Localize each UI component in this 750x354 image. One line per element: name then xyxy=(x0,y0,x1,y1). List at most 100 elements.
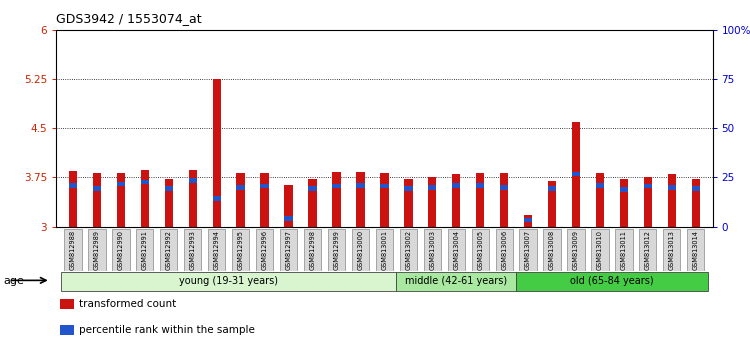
Text: GSM812995: GSM812995 xyxy=(238,230,244,270)
FancyBboxPatch shape xyxy=(64,229,82,271)
Bar xyxy=(692,186,700,191)
Bar xyxy=(260,184,268,188)
FancyBboxPatch shape xyxy=(516,272,708,291)
Bar xyxy=(284,185,292,227)
FancyBboxPatch shape xyxy=(424,229,441,271)
Bar xyxy=(596,183,604,188)
Bar xyxy=(165,186,173,191)
Text: GSM812996: GSM812996 xyxy=(262,230,268,270)
FancyBboxPatch shape xyxy=(328,229,345,271)
Bar xyxy=(404,186,412,191)
FancyBboxPatch shape xyxy=(496,229,513,271)
Bar xyxy=(117,173,125,227)
Text: GSM812999: GSM812999 xyxy=(334,230,340,270)
Text: GSM812990: GSM812990 xyxy=(118,230,124,270)
Bar xyxy=(596,173,604,227)
Bar xyxy=(188,170,197,227)
Bar xyxy=(308,179,316,227)
Bar xyxy=(524,215,532,227)
Bar xyxy=(452,174,460,227)
Bar xyxy=(212,79,221,227)
Text: GSM813001: GSM813001 xyxy=(381,230,387,270)
FancyBboxPatch shape xyxy=(687,229,704,271)
Bar xyxy=(332,184,340,188)
Text: GSM813010: GSM813010 xyxy=(597,230,603,270)
Bar xyxy=(332,172,340,227)
Text: GSM812988: GSM812988 xyxy=(70,230,76,270)
FancyBboxPatch shape xyxy=(61,272,396,291)
Bar xyxy=(668,185,676,189)
Text: GSM812998: GSM812998 xyxy=(310,230,316,270)
Text: GSM813002: GSM813002 xyxy=(405,230,411,270)
FancyBboxPatch shape xyxy=(184,229,202,271)
Bar xyxy=(620,187,628,192)
Text: GSM813013: GSM813013 xyxy=(669,230,675,270)
Text: GSM813012: GSM813012 xyxy=(645,230,651,270)
Bar xyxy=(428,177,436,227)
Bar xyxy=(117,182,125,186)
Bar xyxy=(93,173,101,227)
Bar xyxy=(284,216,292,221)
Bar xyxy=(548,186,556,191)
Bar xyxy=(236,185,244,189)
Bar xyxy=(692,179,700,227)
FancyBboxPatch shape xyxy=(663,229,680,271)
FancyBboxPatch shape xyxy=(280,229,297,271)
Bar xyxy=(500,173,508,227)
Bar xyxy=(428,185,436,189)
Bar xyxy=(668,174,676,227)
Bar xyxy=(236,173,244,227)
Text: GSM813005: GSM813005 xyxy=(477,230,483,270)
Text: transformed count: transformed count xyxy=(79,299,176,309)
FancyBboxPatch shape xyxy=(448,229,465,271)
Bar xyxy=(524,218,532,222)
Text: GSM812991: GSM812991 xyxy=(142,230,148,270)
FancyBboxPatch shape xyxy=(256,229,273,271)
Bar xyxy=(356,183,364,188)
Text: GSM813003: GSM813003 xyxy=(429,230,435,270)
Bar xyxy=(452,183,460,188)
Text: GSM813004: GSM813004 xyxy=(453,230,459,270)
Bar xyxy=(572,172,580,176)
Text: percentile rank within the sample: percentile rank within the sample xyxy=(79,325,254,335)
Text: GDS3942 / 1553074_at: GDS3942 / 1553074_at xyxy=(56,12,202,25)
FancyBboxPatch shape xyxy=(208,229,225,271)
FancyBboxPatch shape xyxy=(136,229,154,271)
Bar xyxy=(620,179,628,227)
Text: GSM813014: GSM813014 xyxy=(693,230,699,270)
Bar xyxy=(500,185,508,189)
Text: GSM813000: GSM813000 xyxy=(358,230,364,270)
Text: GSM812989: GSM812989 xyxy=(94,230,100,270)
Bar xyxy=(548,181,556,227)
Bar xyxy=(572,122,580,227)
Text: GSM813009: GSM813009 xyxy=(573,230,579,270)
Bar xyxy=(476,173,484,227)
FancyBboxPatch shape xyxy=(396,272,516,291)
Bar xyxy=(141,180,149,184)
FancyBboxPatch shape xyxy=(567,229,584,271)
FancyBboxPatch shape xyxy=(544,229,561,271)
Bar xyxy=(165,179,173,227)
FancyBboxPatch shape xyxy=(88,229,106,271)
Text: old (65-84 years): old (65-84 years) xyxy=(570,276,654,286)
Bar xyxy=(356,172,364,227)
Bar xyxy=(380,184,388,188)
Bar xyxy=(404,179,412,227)
Bar xyxy=(644,177,652,227)
FancyBboxPatch shape xyxy=(591,229,608,271)
Text: GSM813008: GSM813008 xyxy=(549,230,555,270)
Text: GSM812994: GSM812994 xyxy=(214,230,220,270)
FancyBboxPatch shape xyxy=(352,229,369,271)
Bar xyxy=(644,184,652,188)
Text: GSM813007: GSM813007 xyxy=(525,230,531,270)
Text: GSM812992: GSM812992 xyxy=(166,230,172,270)
FancyBboxPatch shape xyxy=(639,229,656,271)
FancyBboxPatch shape xyxy=(400,229,417,271)
FancyBboxPatch shape xyxy=(615,229,632,271)
FancyBboxPatch shape xyxy=(112,229,130,271)
Text: GSM812997: GSM812997 xyxy=(286,230,292,270)
FancyBboxPatch shape xyxy=(160,229,178,271)
FancyBboxPatch shape xyxy=(376,229,393,271)
FancyBboxPatch shape xyxy=(304,229,321,271)
Text: age: age xyxy=(4,276,25,286)
